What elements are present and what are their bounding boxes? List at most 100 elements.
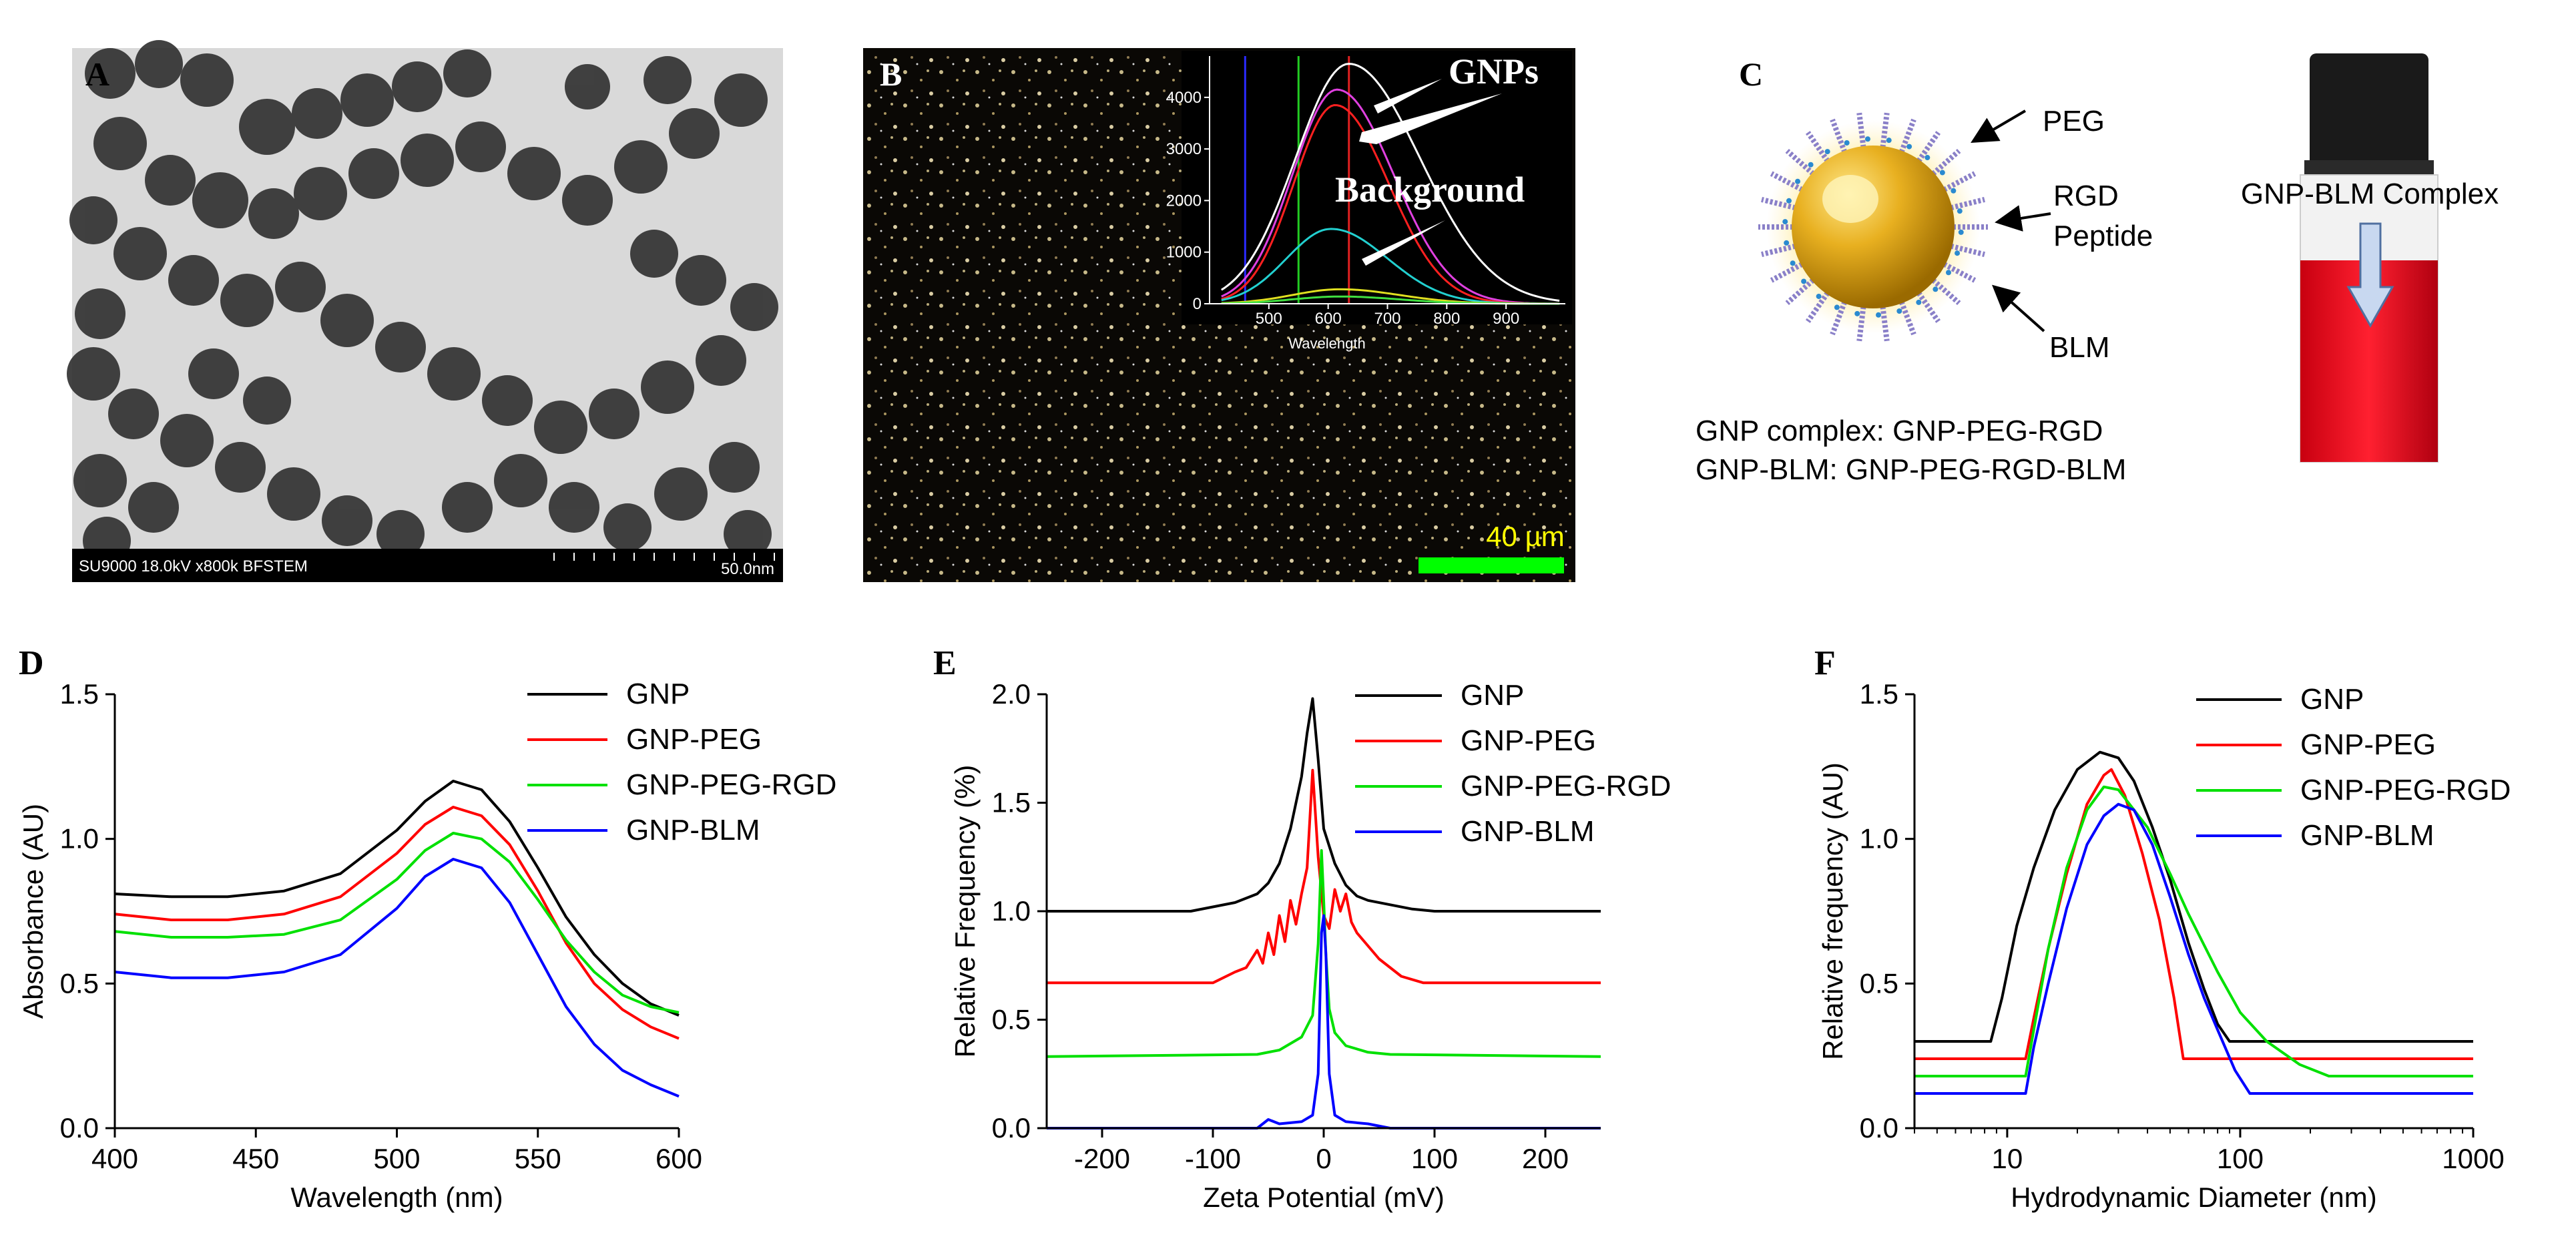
arrow-gnps-2 bbox=[1359, 93, 1502, 144]
ligand-strand bbox=[1830, 118, 1848, 154]
panel-a: SU9000 18.0kV x800k BFSTEM 50.0nm A bbox=[67, 40, 783, 582]
x-tick-label: -200 bbox=[1074, 1143, 1130, 1174]
nanoparticle-highlight bbox=[1822, 175, 1878, 223]
y-tick-label: 0.5 bbox=[992, 1004, 1031, 1035]
blm-marker bbox=[1834, 304, 1840, 310]
blm-marker bbox=[1844, 140, 1850, 146]
x-tick-label: 100 bbox=[1411, 1143, 1458, 1174]
peptide-label: Peptide bbox=[2053, 220, 2153, 252]
legend-label: GNP-PEG bbox=[626, 723, 762, 756]
ligand-strand bbox=[1950, 196, 1985, 211]
scale-bar bbox=[1419, 557, 1564, 573]
blm-marker bbox=[1951, 188, 1957, 194]
y-tick-label: 0.5 bbox=[1860, 967, 1898, 999]
blm-marker bbox=[1784, 240, 1790, 246]
peg-rgd-blm-ligands bbox=[1758, 112, 1988, 342]
tem-info-bar bbox=[72, 549, 783, 582]
blm-marker bbox=[1795, 178, 1801, 184]
legend-label: GNP-BLM bbox=[1461, 815, 1594, 848]
blm-marker bbox=[1782, 219, 1788, 225]
inset-y-tick-label: 4000 bbox=[1166, 89, 1202, 107]
series-line-gnp-peg bbox=[114, 806, 680, 1040]
scale-bar-label: 40 µm bbox=[1486, 521, 1565, 552]
legend-label: GNP-PEG-RGD bbox=[1461, 770, 1671, 802]
blm-marker bbox=[1824, 149, 1830, 155]
ligand-strand bbox=[1880, 306, 1890, 342]
inset-x-tick-label: 900 bbox=[1493, 310, 1519, 328]
tem-nanoparticles bbox=[67, 40, 778, 565]
panel-label-d: D bbox=[19, 644, 44, 682]
spectrum-inset: 500 600 700 800 900 0 1000 2000 3000 4000 GNPs Ba… bbox=[1166, 51, 1572, 352]
peg-pointer bbox=[1971, 109, 2027, 144]
blm-marker bbox=[1924, 155, 1930, 161]
chart-d: D 400 450 500 550 600 0.0 0.5 1.0 1.5 Wavelength … bbox=[17, 644, 836, 1213]
ligand-strand bbox=[1770, 171, 1804, 192]
inset-x-tick-label: 500 bbox=[1256, 310, 1282, 328]
series-line-gnp-peg bbox=[1047, 768, 1601, 985]
blm-marker bbox=[1916, 299, 1922, 305]
x-axis-label: Zeta Potential (mV) bbox=[1203, 1182, 1445, 1213]
legend-label: GNP-PEG bbox=[1461, 724, 1596, 757]
ligand-strand bbox=[1770, 262, 1804, 283]
vial-cap bbox=[2310, 53, 2428, 172]
series-line-gnp bbox=[114, 780, 680, 1017]
x-tick-label: 100 bbox=[2217, 1143, 2264, 1174]
blm-marker bbox=[1933, 286, 1939, 292]
vial-cap-rim bbox=[2304, 160, 2434, 175]
panel-b: B 500 600 700 800 900 0 1000 2000 3000 4000 GNPs … bbox=[863, 48, 1575, 582]
ligand-strand bbox=[1943, 171, 1977, 192]
legend-label: GNP-PEG-RGD bbox=[626, 768, 836, 801]
rgd-label: RGD bbox=[2053, 180, 2119, 212]
vial-label: GNP-BLM Complex bbox=[2241, 178, 2499, 210]
y-axis-label: Absorbance (AU) bbox=[17, 804, 49, 1019]
series-line-gnp-peg-rgd bbox=[1046, 849, 1601, 1058]
y-tick-label: 0.0 bbox=[60, 1112, 99, 1144]
y-tick-label: 1.0 bbox=[992, 895, 1031, 927]
blm-marker bbox=[1896, 308, 1902, 314]
series-line-gnp bbox=[1914, 750, 2473, 1043]
ligand-strand bbox=[1931, 148, 1961, 176]
chart-f: F 10 100 1000 0.0 0.5 1.0 1.5 Hydrodynamic Diam… bbox=[1814, 644, 2511, 1213]
y-tick-label: 1.5 bbox=[1860, 678, 1898, 710]
x-tick-label: 400 bbox=[91, 1143, 138, 1174]
tem-info-text: SU9000 18.0kV x800k BFSTEM bbox=[79, 557, 308, 575]
inset-y-tick-label: 0 bbox=[1193, 295, 1202, 313]
rgd-pointer bbox=[1995, 205, 2051, 232]
blm-marker bbox=[1801, 278, 1807, 284]
x-tick-label: 1000 bbox=[2442, 1143, 2504, 1174]
blm-marker bbox=[1816, 293, 1822, 299]
panel-label-e: E bbox=[933, 644, 957, 682]
ligand-strand bbox=[1830, 300, 1848, 336]
inset-xlabel: Wavelength bbox=[1288, 335, 1365, 352]
y-axis-label: Relative frequency (AU) bbox=[1817, 762, 1848, 1060]
blm-marker bbox=[1786, 198, 1792, 204]
series-line-gnp-blm bbox=[1047, 914, 1601, 1130]
chart-e: E -200 -100 0 100 200 0.0 0.5 1.0 1.5 2.0 Zeta Pot… bbox=[933, 644, 1671, 1213]
ligand-strand bbox=[1898, 118, 1916, 154]
panel-label-a: A bbox=[85, 55, 109, 93]
blm-marker bbox=[1957, 208, 1963, 214]
blm-marker bbox=[1876, 312, 1882, 318]
ligand-strand bbox=[1761, 243, 1796, 258]
series-line-gnp-blm bbox=[1914, 802, 2473, 1095]
x-axis-label: Hydrodynamic Diameter (nm) bbox=[2011, 1182, 2376, 1213]
inset-y-tick-label: 2000 bbox=[1166, 192, 1202, 210]
ligand-strand bbox=[1806, 131, 1830, 163]
caption-line-2: GNP-BLM: GNP-PEG-RGD-BLM bbox=[1696, 453, 2126, 486]
tem-scale-ticks bbox=[553, 553, 775, 561]
ligand-strand bbox=[1856, 112, 1866, 148]
y-tick-label: 2.0 bbox=[992, 678, 1031, 710]
blm-label: BLM bbox=[2049, 331, 2109, 364]
x-tick-label: 10 bbox=[1992, 1143, 2023, 1174]
panel-label-c: C bbox=[1739, 55, 1763, 93]
panel-label-b: B bbox=[880, 55, 902, 93]
inset-x-tick-label: 600 bbox=[1315, 310, 1342, 328]
peg-label: PEG bbox=[2043, 105, 2105, 138]
y-tick-label: 0.5 bbox=[60, 967, 99, 999]
arrow-background bbox=[1362, 220, 1445, 266]
inset-y-tick-label: 1000 bbox=[1166, 244, 1202, 262]
ligand-strand bbox=[1880, 112, 1890, 148]
legend-label: GNP-BLM bbox=[2300, 819, 2434, 852]
ligand-strand bbox=[1916, 291, 1941, 323]
